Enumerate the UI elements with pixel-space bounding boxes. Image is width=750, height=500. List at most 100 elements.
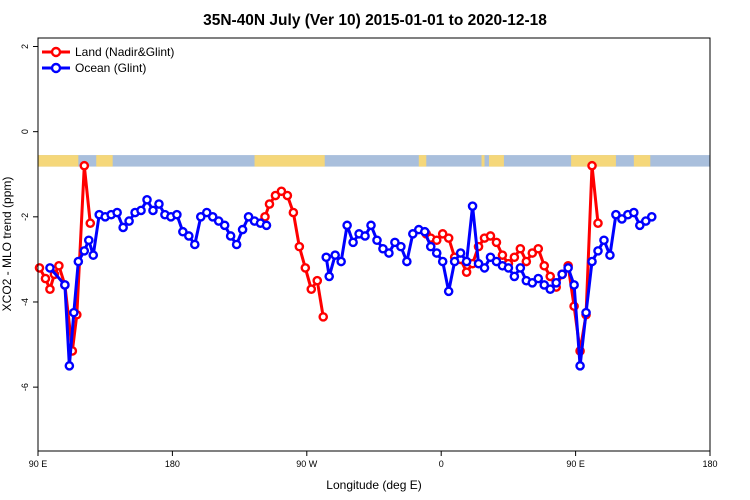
data-point	[231, 239, 242, 250]
data-point	[264, 199, 275, 209]
data-point	[402, 256, 412, 267]
series-land	[34, 160, 603, 356]
land-band-segment	[38, 155, 79, 167]
data-point	[195, 212, 206, 222]
data-point	[491, 256, 502, 267]
data-point	[360, 231, 370, 241]
data-point	[635, 220, 645, 231]
data-point	[300, 263, 311, 273]
data-point	[545, 284, 556, 295]
y-axis-label: XCO2 - MLO trend (ppm)	[0, 177, 14, 312]
data-point	[491, 237, 502, 248]
land-band-segment	[571, 155, 616, 167]
x-axis: 90 E 180 90 W 0 90 E 180	[29, 451, 718, 469]
data-point	[342, 220, 352, 231]
data-point	[461, 267, 472, 277]
data-point	[437, 229, 448, 239]
data-point	[148, 205, 158, 216]
data-point	[557, 269, 567, 280]
data-point	[497, 250, 508, 260]
data-point	[390, 237, 400, 248]
data-point	[640, 216, 651, 226]
data-point	[270, 190, 281, 201]
data-point	[443, 286, 454, 297]
data-point	[178, 226, 188, 237]
data-point	[321, 252, 332, 263]
data-point	[136, 205, 146, 216]
data-point	[184, 231, 194, 241]
legend-label: Land (Nadir&Glint)	[75, 45, 174, 59]
data-point	[551, 278, 561, 288]
surface-type-band	[38, 155, 710, 167]
data-point	[201, 207, 212, 218]
data-point	[545, 271, 556, 282]
data-point	[467, 201, 478, 211]
land-band-segment	[488, 155, 504, 167]
data-point	[225, 231, 236, 241]
data-point	[515, 263, 526, 273]
data-point	[69, 307, 79, 318]
legend-marker	[50, 62, 62, 74]
data-point	[324, 271, 335, 282]
data-point	[112, 207, 122, 218]
data-point	[276, 186, 287, 197]
legend-marker	[50, 46, 62, 58]
data-point	[237, 224, 248, 235]
data-point	[260, 212, 270, 222]
data-point	[515, 243, 526, 254]
data-point	[294, 241, 305, 252]
data-point	[431, 235, 442, 246]
x-tick-label: 180	[165, 459, 180, 469]
y-axis: 2 0 -2 -4 -6	[20, 44, 38, 391]
ocean-band-segment	[38, 155, 710, 167]
data-point	[312, 275, 323, 286]
series-layer	[34, 160, 657, 371]
plot-frame	[37, 37, 711, 452]
data-point	[629, 207, 639, 218]
data-point	[88, 250, 99, 260]
x-tick-label: 90 E	[566, 459, 585, 469]
data-point	[396, 241, 406, 252]
data-point	[443, 233, 454, 243]
data-point	[207, 212, 218, 222]
data-point	[587, 160, 597, 171]
data-point	[479, 263, 490, 273]
data-point	[509, 252, 520, 263]
data-point	[64, 361, 75, 371]
data-point	[485, 231, 496, 241]
data-point	[282, 190, 293, 201]
data-point	[366, 220, 376, 231]
y-tick-label: -2	[20, 213, 30, 221]
data-point	[605, 250, 615, 260]
data-point	[118, 222, 128, 233]
data-point	[533, 243, 544, 254]
data-point	[533, 273, 544, 284]
data-point	[372, 235, 382, 246]
land-band-segment	[481, 155, 485, 167]
data-point	[288, 207, 299, 218]
data-point	[124, 216, 134, 226]
data-point	[378, 243, 388, 254]
data-point	[593, 218, 603, 229]
data-point	[575, 361, 585, 371]
y-tick-label: 2	[20, 44, 30, 49]
data-point	[384, 248, 394, 258]
data-point	[599, 235, 609, 246]
land-band-segment	[254, 155, 325, 167]
data-point	[539, 260, 550, 271]
data-point	[569, 280, 579, 290]
data-point	[348, 237, 358, 248]
data-point	[189, 239, 200, 250]
data-point	[45, 284, 55, 295]
legend-label: Ocean (Glint)	[75, 61, 146, 75]
data-point	[527, 278, 538, 288]
x-tick-label: 180	[702, 459, 717, 469]
data-point	[85, 218, 96, 229]
data-point	[461, 256, 472, 267]
data-point	[79, 246, 90, 256]
series-line	[324, 204, 653, 368]
data-point	[172, 209, 182, 220]
legend: Land (Nadir&Glint) Ocean (Glint)	[42, 45, 174, 75]
series-line	[38, 164, 92, 353]
